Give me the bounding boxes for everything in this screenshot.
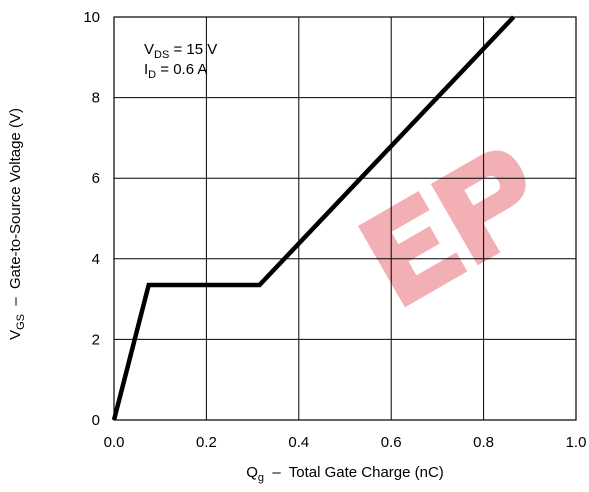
plot-area (114, 17, 576, 420)
plot-frame (113, 16, 577, 421)
x-tick-label: 0.2 (196, 434, 217, 451)
watermark-logo (358, 150, 526, 308)
x-tick-labels: 0.0 0.2 0.4 0.6 0.8 1.0 (104, 434, 587, 451)
y-tick-label: 0 (92, 412, 100, 429)
x-tick-label: 0.6 (381, 434, 402, 451)
x-tick-label: 1.0 (566, 434, 587, 451)
y-tick-labels: 0 2 4 6 8 10 (83, 9, 100, 429)
x-tick-label: 0.4 (288, 434, 309, 451)
series-line (111, 15, 516, 421)
y-tick-label: 8 (92, 90, 100, 107)
y-tick-label: 10 (83, 9, 100, 26)
y-tick-label: 2 (92, 331, 100, 348)
annotation-id: ID = 0.6 A (144, 61, 207, 81)
watermark-letter-p (430, 150, 526, 266)
annotation-vds: VDS = 15 V (144, 41, 217, 61)
y-tick-label: 6 (92, 170, 100, 187)
x-tick-label: 0.8 (473, 434, 494, 451)
watermark-letter-e (358, 191, 468, 308)
y-axis-title: VGS – Gate-to-Source Voltage (V) (7, 108, 27, 340)
x-tick-label: 0.0 (104, 434, 125, 451)
y-tick-label: 4 (92, 251, 100, 268)
x-axis-title: Qg – Total Gate Charge (nC) (246, 464, 444, 484)
